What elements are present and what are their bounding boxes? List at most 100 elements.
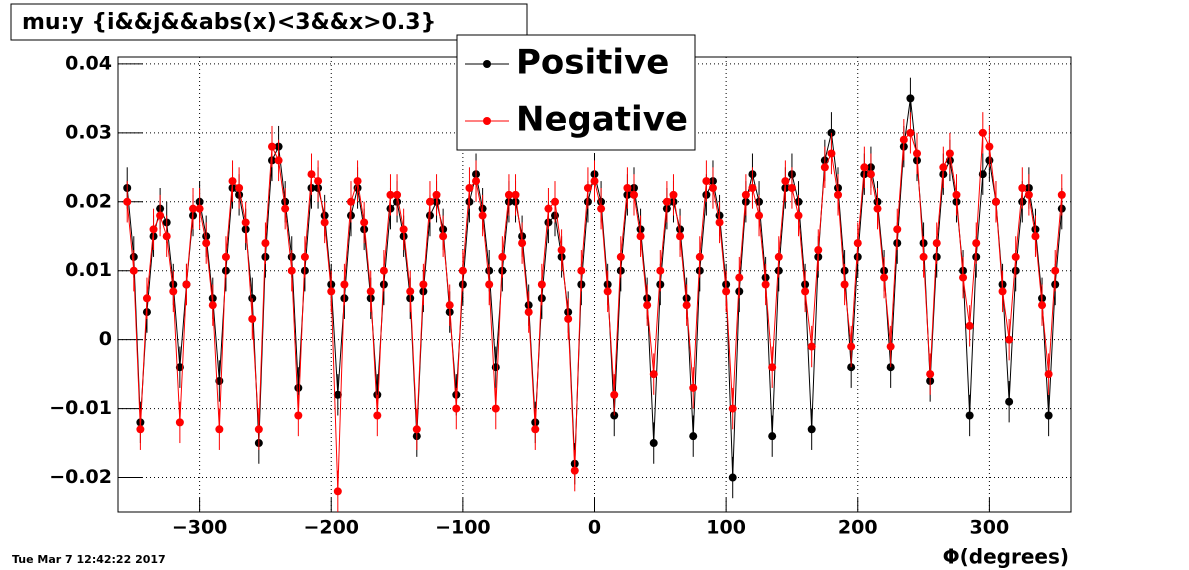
point (794, 211, 803, 220)
point (261, 239, 270, 248)
point (919, 252, 928, 261)
point (149, 225, 158, 234)
point (827, 149, 836, 158)
point (814, 246, 823, 255)
point (702, 177, 711, 186)
point (314, 177, 323, 186)
y-tick-label: 0 (99, 328, 112, 350)
point (722, 287, 731, 296)
point (623, 183, 632, 192)
point (551, 197, 560, 206)
point (465, 183, 474, 192)
point (807, 425, 816, 434)
point (912, 149, 921, 158)
point (761, 280, 770, 289)
point (511, 190, 520, 199)
point (735, 273, 744, 282)
x-tick-label: 100 (706, 517, 746, 539)
point (189, 204, 198, 213)
title-box (10, 3, 528, 41)
point (853, 239, 862, 248)
point (399, 225, 408, 234)
point (860, 163, 869, 172)
point (682, 301, 691, 310)
point (649, 439, 658, 448)
point (307, 170, 316, 179)
point (221, 252, 230, 261)
point (656, 266, 665, 275)
legend-marker (483, 60, 491, 68)
point (504, 190, 513, 199)
y-tick-label: 0.02 (65, 190, 112, 212)
point (156, 211, 165, 220)
point (978, 128, 987, 137)
point (215, 425, 224, 434)
point (524, 308, 533, 317)
point (300, 252, 309, 261)
point (241, 218, 250, 227)
point (583, 183, 592, 192)
point (320, 218, 329, 227)
point (327, 287, 336, 296)
x-tick-label: 200 (838, 517, 878, 539)
point (175, 363, 184, 372)
point (406, 287, 415, 296)
point (254, 425, 263, 434)
point (952, 190, 961, 199)
point (531, 425, 540, 434)
x-tick-label: −100 (435, 517, 491, 539)
point (1044, 411, 1053, 420)
point (129, 266, 138, 275)
point (880, 273, 889, 282)
point (393, 190, 402, 199)
point (518, 239, 527, 248)
point (965, 321, 974, 330)
point (268, 142, 277, 151)
point (945, 149, 954, 158)
point (787, 183, 796, 192)
point (1005, 335, 1014, 344)
point (294, 383, 303, 392)
point (136, 425, 145, 434)
point (708, 183, 717, 192)
point (1011, 252, 1020, 261)
point (820, 163, 829, 172)
point (728, 404, 737, 413)
point (873, 204, 882, 213)
point (629, 190, 638, 199)
point (1005, 397, 1014, 406)
point (175, 418, 184, 427)
y-tick-label: 0.01 (65, 259, 112, 281)
point (649, 370, 658, 379)
point (248, 314, 257, 323)
point (452, 404, 461, 413)
point (123, 197, 132, 206)
point (445, 301, 454, 310)
x-axis-label: Φ(degrees) (943, 545, 1069, 569)
point (899, 135, 908, 144)
point (281, 204, 290, 213)
point (959, 273, 968, 282)
point (294, 411, 303, 420)
point (998, 287, 1007, 296)
point (991, 197, 1000, 206)
point (610, 390, 619, 399)
point (932, 239, 941, 248)
point (287, 266, 296, 275)
point (866, 170, 875, 179)
point (537, 280, 546, 289)
point (386, 190, 395, 199)
point (346, 197, 355, 206)
point (235, 183, 244, 192)
point (906, 94, 915, 103)
point (182, 280, 191, 289)
point (801, 287, 810, 296)
point (662, 197, 671, 206)
timestamp: Tue Mar 7 12:42:22 2017 (12, 553, 166, 566)
series (123, 112, 1066, 512)
point (1051, 266, 1060, 275)
point (695, 252, 704, 261)
x-tick-label: −300 (172, 517, 228, 539)
point (577, 266, 586, 275)
